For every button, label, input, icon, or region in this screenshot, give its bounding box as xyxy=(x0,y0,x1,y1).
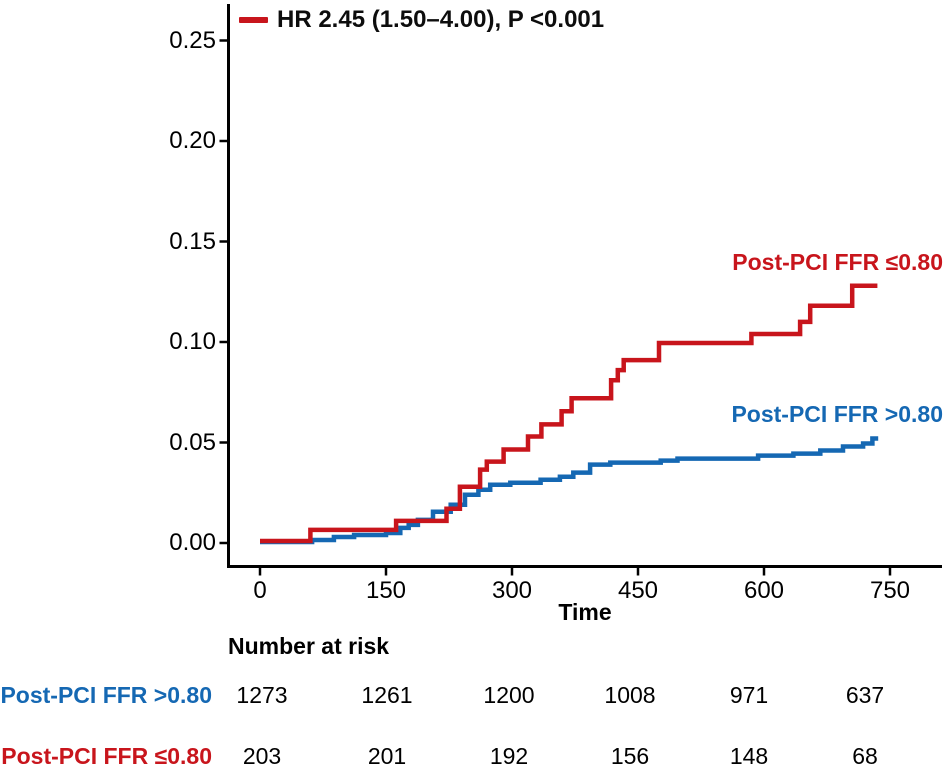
curve-label-ffr-le-080: Post-PCI FFR ≤0.80 xyxy=(732,249,943,275)
y-tick-label: 0.10 xyxy=(169,328,216,355)
at-risk-value: 201 xyxy=(367,743,407,769)
x-tick-label: 450 xyxy=(617,577,659,604)
x-tick-label: 0 xyxy=(253,577,267,604)
y-tick-label: 0.25 xyxy=(169,26,216,54)
curve-label-ffr-gt-080: Post-PCI FFR >0.80 xyxy=(731,401,943,427)
legend-line-sample-icon xyxy=(239,17,268,23)
at-risk-row-label: Post-PCI FFR >0.80 xyxy=(0,682,212,708)
x-tick-label: 150 xyxy=(365,577,407,604)
at-risk-value: 156 xyxy=(610,743,650,769)
x-axis-title: Time xyxy=(558,599,612,625)
number-at-risk-title: Number at risk xyxy=(228,633,390,659)
at-risk-value: 148 xyxy=(729,743,769,769)
series-curve xyxy=(260,283,878,544)
at-risk-value: 971 xyxy=(729,682,769,708)
at-risk-value: 192 xyxy=(489,743,529,769)
at-risk-value: 1261 xyxy=(361,682,413,708)
at-risk-value: 1200 xyxy=(483,682,535,708)
at-risk-row-label: Post-PCI FFR ≤0.80 xyxy=(1,743,212,769)
y-tick-label: 0.15 xyxy=(169,227,216,255)
y-tick-label: 0.05 xyxy=(169,428,216,456)
at-risk-value: 1273 xyxy=(236,682,288,708)
legend-hr-text: HR 2.45 (1.50–4.00), P <0.001 xyxy=(277,6,605,33)
at-risk-value: 1008 xyxy=(604,682,656,708)
y-tick-label: 0.20 xyxy=(169,127,216,154)
series-curve xyxy=(260,436,879,545)
at-risk-value: 637 xyxy=(845,682,885,708)
x-tick-label: 600 xyxy=(743,577,785,604)
y-tick-label: 0.00 xyxy=(169,529,216,556)
at-risk-value: 68 xyxy=(852,743,878,769)
axis-lines xyxy=(227,4,942,568)
at-risk-value: 203 xyxy=(242,743,282,769)
x-tick-label: 300 xyxy=(491,577,533,604)
x-tick-label: 750 xyxy=(869,577,911,604)
